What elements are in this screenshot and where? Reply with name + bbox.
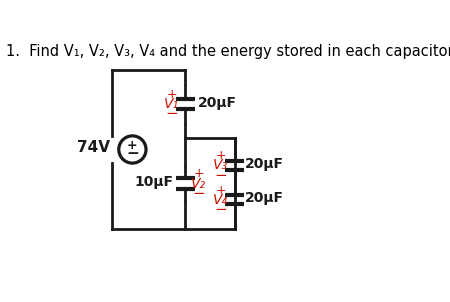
Text: 20μF: 20μF: [245, 191, 284, 205]
Text: V₃: V₃: [213, 158, 229, 172]
Text: −: −: [165, 106, 178, 121]
Text: V₁: V₁: [164, 97, 179, 111]
Text: −: −: [215, 202, 227, 217]
Text: +: +: [127, 139, 138, 152]
Text: V₂: V₂: [191, 177, 207, 191]
Text: −: −: [215, 168, 227, 183]
Text: V₄: V₄: [213, 193, 229, 207]
Text: +: +: [166, 88, 177, 101]
Text: +: +: [216, 184, 226, 197]
Text: 20μF: 20μF: [198, 95, 236, 110]
Text: 20μF: 20μF: [245, 157, 284, 171]
Text: 10μF: 10μF: [134, 175, 173, 189]
Text: −: −: [126, 146, 139, 161]
Text: −: −: [193, 186, 205, 201]
Text: 74V: 74V: [76, 140, 110, 156]
Text: 1.  Find V₁, V₂, V₃, V₄ and the energy stored in each capacitor.: 1. Find V₁, V₂, V₃, V₄ and the energy st…: [6, 43, 450, 59]
Text: +: +: [194, 167, 204, 180]
Text: +: +: [216, 149, 226, 162]
